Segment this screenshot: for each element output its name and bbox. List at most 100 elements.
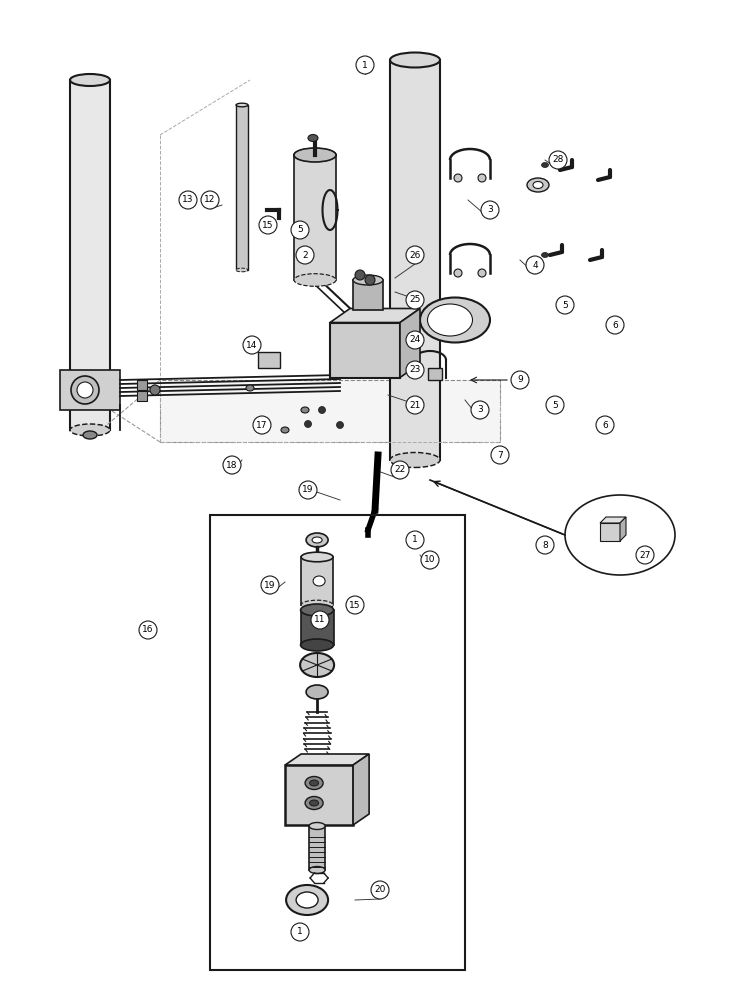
Text: 13: 13 (182, 196, 194, 205)
Circle shape (139, 621, 157, 639)
Ellipse shape (300, 653, 334, 677)
Circle shape (549, 151, 567, 169)
Text: 4: 4 (532, 260, 538, 269)
Bar (210, 515, 465, 970)
Circle shape (201, 191, 219, 209)
Bar (330, 322, 400, 377)
Bar (301, 610, 333, 645)
Ellipse shape (294, 149, 336, 161)
Text: 19: 19 (265, 580, 276, 589)
Circle shape (546, 396, 564, 414)
Circle shape (606, 316, 624, 334)
Bar (137, 380, 147, 390)
Circle shape (355, 270, 365, 280)
Circle shape (243, 336, 261, 354)
Circle shape (406, 331, 424, 349)
Bar (301, 557, 333, 605)
Text: 23: 23 (409, 365, 420, 374)
Text: 19: 19 (302, 486, 314, 494)
Circle shape (71, 376, 99, 404)
Polygon shape (60, 370, 120, 410)
Text: 20: 20 (374, 886, 386, 894)
Bar (428, 368, 442, 380)
Ellipse shape (390, 452, 440, 468)
Circle shape (406, 361, 424, 379)
Bar (70, 80, 110, 430)
Circle shape (299, 481, 317, 499)
Bar (353, 280, 383, 310)
Circle shape (406, 531, 424, 549)
Polygon shape (620, 517, 626, 541)
Circle shape (454, 269, 462, 277)
Ellipse shape (309, 866, 325, 874)
Ellipse shape (427, 304, 472, 336)
Circle shape (311, 611, 329, 629)
Text: 16: 16 (142, 626, 153, 635)
Text: 6: 6 (612, 320, 618, 330)
Ellipse shape (533, 182, 543, 188)
Text: 28: 28 (553, 155, 564, 164)
Ellipse shape (296, 892, 318, 908)
Circle shape (365, 275, 375, 285)
Text: 15: 15 (349, 600, 361, 609)
Circle shape (491, 446, 509, 464)
Ellipse shape (305, 796, 323, 810)
Circle shape (556, 296, 574, 314)
Ellipse shape (301, 600, 333, 610)
Text: 27: 27 (640, 550, 651, 560)
Polygon shape (353, 754, 369, 825)
Ellipse shape (390, 52, 440, 68)
Ellipse shape (310, 780, 318, 786)
Text: 5: 5 (552, 400, 558, 410)
Text: 18: 18 (226, 460, 237, 470)
Circle shape (526, 256, 544, 274)
Circle shape (261, 576, 279, 594)
Text: 25: 25 (409, 296, 420, 304)
Circle shape (305, 420, 311, 428)
Text: 17: 17 (256, 420, 268, 430)
Circle shape (406, 291, 424, 309)
Ellipse shape (301, 407, 309, 413)
Ellipse shape (70, 74, 110, 86)
Text: 6: 6 (602, 420, 608, 430)
Bar (294, 155, 336, 280)
Ellipse shape (70, 424, 110, 436)
Ellipse shape (527, 178, 549, 192)
Circle shape (478, 174, 486, 182)
Polygon shape (600, 517, 626, 523)
Ellipse shape (236, 103, 248, 107)
Circle shape (636, 546, 654, 564)
Text: 3: 3 (487, 206, 493, 215)
Circle shape (150, 385, 160, 395)
Circle shape (478, 269, 486, 277)
Text: 14: 14 (246, 340, 258, 350)
Circle shape (511, 371, 529, 389)
Circle shape (291, 923, 309, 941)
Ellipse shape (305, 776, 323, 790)
Circle shape (391, 461, 409, 479)
Text: 12: 12 (204, 196, 215, 205)
Circle shape (318, 406, 326, 414)
Circle shape (259, 216, 277, 234)
Circle shape (471, 401, 489, 419)
Ellipse shape (312, 537, 322, 543)
Bar (390, 60, 440, 460)
Circle shape (179, 191, 197, 209)
Circle shape (356, 56, 374, 74)
Text: 2: 2 (302, 250, 308, 259)
Circle shape (421, 551, 439, 569)
Text: 10: 10 (424, 556, 435, 564)
Circle shape (371, 881, 389, 899)
Polygon shape (285, 754, 369, 765)
Ellipse shape (313, 576, 325, 586)
Text: 5: 5 (562, 300, 568, 310)
Ellipse shape (286, 885, 328, 915)
Ellipse shape (301, 604, 333, 616)
Text: 8: 8 (542, 540, 548, 550)
Ellipse shape (281, 427, 289, 433)
Text: 1: 1 (297, 928, 303, 936)
Circle shape (253, 416, 271, 434)
Circle shape (346, 596, 364, 614)
Circle shape (481, 201, 499, 219)
Ellipse shape (308, 134, 318, 141)
